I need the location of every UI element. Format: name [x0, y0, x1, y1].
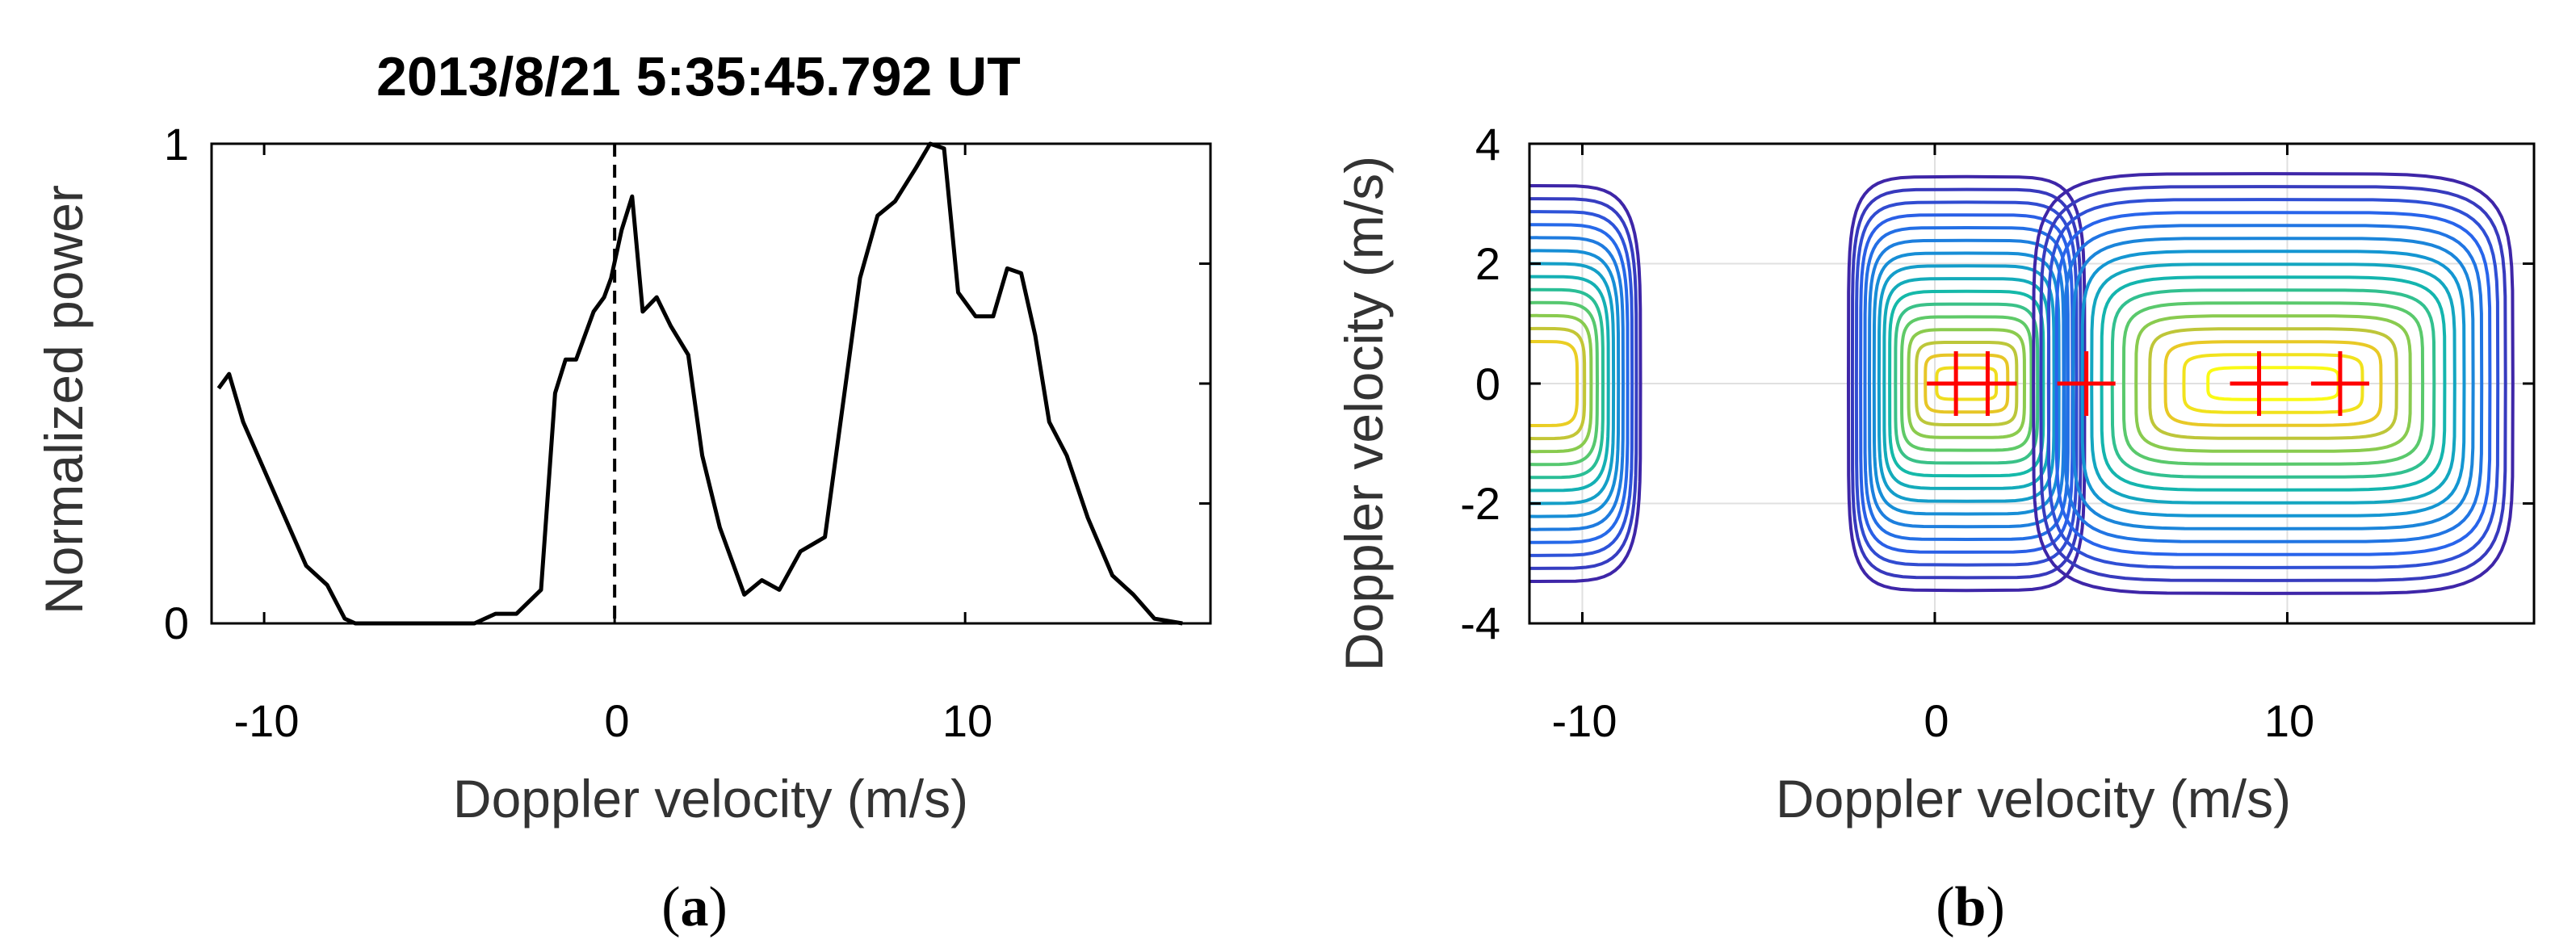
chart-a-ytick-label-1: 1 — [164, 119, 189, 170]
chart-b-contour-left — [1529, 236, 1626, 531]
chart-b-contour-right — [2121, 301, 2425, 466]
chart-b-contour-right — [2054, 211, 2492, 556]
chart-b-contour-middle — [1867, 238, 2066, 529]
chart-a-axes-box — [210, 142, 1212, 625]
chart-b-ytick-label-neg4: -4 — [1460, 598, 1500, 648]
chart-b-contour-left — [1529, 183, 1643, 584]
chart-b-ytick-label-4: 4 — [1475, 119, 1500, 170]
chart-b-markers — [1927, 351, 2369, 416]
panel-b: -10 0 10 -4 -2 0 2 4 Doppler velocity (m… — [1334, 119, 2536, 938]
chart-a-ylabel: Normalized power — [34, 185, 94, 615]
chart-b-xlabel: Doppler velocity (m/s) — [1776, 769, 2291, 828]
chart-b-contour-right — [2134, 314, 2412, 453]
chart-b-contour-left — [1529, 287, 1605, 480]
chart-b-contour-right — [2046, 198, 2500, 569]
chart-b-contour-middle — [1894, 302, 2040, 465]
chart-b-contour-left — [1529, 249, 1621, 518]
chart-a-xlabel: Doppler velocity (m/s) — [453, 769, 968, 828]
chart-b-contour-left — [1529, 339, 1580, 428]
chart-b-contour-left — [1529, 313, 1593, 454]
panel-label-b: (b) — [1936, 876, 2005, 938]
chart-a-xtick-label-0: 0 — [604, 695, 629, 746]
chart-b-contour-right — [2206, 366, 2340, 401]
chart-a-ticks — [262, 142, 1210, 625]
chart-b-ytick-label-neg2: -2 — [1460, 478, 1500, 529]
chart-b-contour-right — [2182, 353, 2364, 414]
chart-b-xtick-label-10: 10 — [2264, 695, 2314, 746]
panel-label-a-letter: a — [681, 876, 709, 938]
chart-b-contour-middle — [1924, 353, 2010, 414]
chart-a-xtick-label-10: 10 — [942, 695, 992, 746]
chart-b-contour-right — [2148, 327, 2398, 440]
chart-b-ticks — [1529, 142, 2534, 625]
chart-b-contour-left — [1529, 300, 1600, 467]
chart-b-ytick-label-0: 0 — [1475, 359, 1500, 409]
chart-b-xtick-label-0: 0 — [1924, 695, 1949, 746]
panel-label-b-letter: b — [1955, 876, 1987, 938]
chart-a-title: 2013/8/21 5:35:45.792 UT — [376, 46, 1021, 107]
chart-b-contours — [1529, 172, 2515, 595]
chart-b-contour-middle — [1907, 328, 2027, 439]
chart-b-contour-left — [1529, 210, 1634, 557]
chart-b-contour-middle — [1899, 315, 2033, 452]
chart-b-contour-middle — [1854, 200, 2079, 567]
panel-label-a: (a) — [661, 876, 728, 938]
chart-b-contour-left — [1529, 223, 1630, 544]
chart-b-contour-middle — [1915, 341, 2019, 426]
chart-b-contour-left — [1529, 275, 1610, 493]
chart-b-contour-left — [1529, 262, 1616, 505]
chart-b-ylabel: Doppler velocity (m/s) — [1334, 156, 1394, 671]
chart-a-series-line — [216, 141, 1183, 626]
chart-b-contour-middle — [1859, 213, 2075, 554]
chart-a-xtick-label-neg10: -10 — [234, 695, 300, 746]
chart-b-contour-right — [2163, 340, 2383, 427]
chart-b-contour-middle — [1872, 251, 2061, 516]
chart-b-contour-left — [1529, 326, 1587, 441]
panel-a: 2013/8/21 5:35:45.792 UT -10 0 10 0 1 Do… — [34, 46, 1212, 938]
chart-b-contour-middle — [1888, 289, 2045, 478]
chart-b-contour-right — [2039, 185, 2507, 582]
chart-b-ytick-label-2: 2 — [1475, 238, 1500, 289]
chart-b-contour-left — [1529, 197, 1638, 570]
chart-b-xtick-label-neg10: -10 — [1552, 695, 1617, 746]
chart-a-ytick-label-0: 0 — [164, 598, 189, 648]
chart-b-contour-middle — [1882, 277, 2051, 490]
chart-b-contour-middle — [1846, 174, 2087, 593]
chart-b-contour-right — [2032, 172, 2515, 595]
